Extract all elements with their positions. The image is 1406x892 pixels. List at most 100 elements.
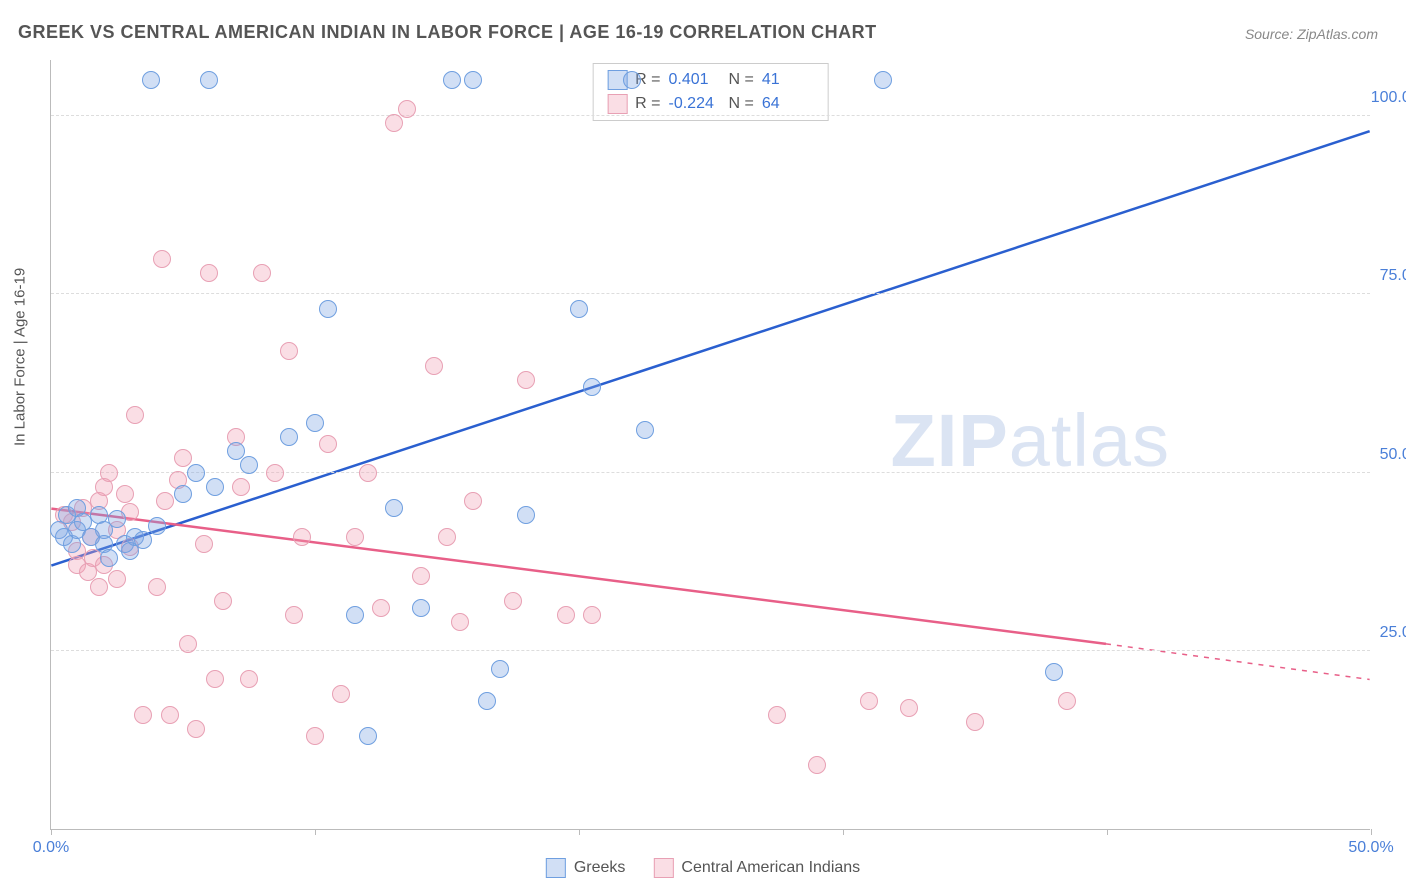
scatter-point (179, 635, 197, 653)
scatter-point (195, 535, 213, 553)
gridline (51, 293, 1370, 294)
scatter-point (332, 685, 350, 703)
stat-r-value: -0.224 (669, 92, 721, 116)
scatter-point (966, 713, 984, 731)
scatter-point (100, 464, 118, 482)
scatter-point (451, 613, 469, 631)
stat-r-label: R = (635, 92, 660, 116)
y-axis-title: In Labor Force | Age 16-19 (12, 268, 29, 446)
scatter-point (636, 421, 654, 439)
scatter-point (1045, 663, 1063, 681)
scatter-point (126, 406, 144, 424)
trend-lines (51, 60, 1370, 829)
legend-swatch (653, 858, 673, 878)
gridline (51, 115, 1370, 116)
scatter-point (860, 692, 878, 710)
scatter-point (134, 706, 152, 724)
x-tick-label: 50.0% (1348, 839, 1393, 857)
trend-line (51, 509, 1106, 644)
scatter-point (372, 599, 390, 617)
scatter-point (359, 464, 377, 482)
scatter-point (253, 264, 271, 282)
x-tick-label: 0.0% (33, 839, 69, 857)
legend-item: Central American Indians (653, 858, 860, 878)
scatter-point (116, 485, 134, 503)
stat-n-value: 41 (762, 68, 814, 92)
scatter-point (280, 428, 298, 446)
scatter-point (142, 71, 160, 89)
legend-swatch (546, 858, 566, 878)
stat-n-label: N = (729, 68, 754, 92)
scatter-point (148, 517, 166, 535)
scatter-point (240, 456, 258, 474)
scatter-point (623, 71, 641, 89)
scatter-point (108, 570, 126, 588)
legend-label: Greeks (574, 859, 626, 877)
scatter-point (412, 599, 430, 617)
scatter-point (90, 578, 108, 596)
scatter-point (346, 606, 364, 624)
scatter-point (153, 250, 171, 268)
scatter-point (148, 578, 166, 596)
y-tick-label: 25.0% (1380, 624, 1406, 642)
scatter-point (156, 492, 174, 510)
scatter-point (227, 442, 245, 460)
scatter-point (285, 606, 303, 624)
scatter-point (306, 727, 324, 745)
scatter-point (214, 592, 232, 610)
legend-swatch (607, 94, 627, 114)
stat-n-value: 64 (762, 92, 814, 116)
scatter-point (240, 670, 258, 688)
x-tick (579, 829, 580, 835)
scatter-point (874, 71, 892, 89)
legend-item: Greeks (546, 858, 626, 878)
x-tick (51, 829, 52, 835)
scatter-point (306, 414, 324, 432)
scatter-point (478, 692, 496, 710)
scatter-point (438, 528, 456, 546)
scatter-point (232, 478, 250, 496)
plot-area: ZIPatlas R =0.401N =41R =-0.224N =64 25.… (50, 60, 1370, 830)
scatter-point (200, 71, 218, 89)
scatter-point (206, 670, 224, 688)
scatter-point (108, 510, 126, 528)
correlation-chart: GREEK VS CENTRAL AMERICAN INDIAN IN LABO… (0, 0, 1406, 892)
scatter-point (280, 342, 298, 360)
scatter-point (385, 499, 403, 517)
scatter-point (583, 606, 601, 624)
stats-row: R = -0.224 N = 64 (607, 92, 814, 116)
y-tick-label: 75.0% (1380, 267, 1406, 285)
scatter-point (583, 378, 601, 396)
scatter-point (187, 464, 205, 482)
gridline (51, 650, 1370, 651)
scatter-point (319, 300, 337, 318)
trend-line (51, 131, 1369, 565)
scatter-point (346, 528, 364, 546)
scatter-point (359, 727, 377, 745)
scatter-point (412, 567, 430, 585)
scatter-point (504, 592, 522, 610)
scatter-point (768, 706, 786, 724)
y-tick-label: 50.0% (1380, 446, 1406, 464)
scatter-point (1058, 692, 1076, 710)
scatter-point (206, 478, 224, 496)
stat-n-label: N = (729, 92, 754, 116)
source-label: Source: ZipAtlas.com (1245, 26, 1378, 42)
scatter-point (900, 699, 918, 717)
scatter-point (398, 100, 416, 118)
scatter-point (570, 300, 588, 318)
scatter-point (464, 492, 482, 510)
scatter-point (464, 71, 482, 89)
legend-label: Central American Indians (681, 859, 860, 877)
scatter-point (100, 549, 118, 567)
scatter-point (200, 264, 218, 282)
scatter-point (808, 756, 826, 774)
scatter-point (174, 449, 192, 467)
scatter-point (517, 506, 535, 524)
scatter-point (517, 371, 535, 389)
bottom-legend: Greeks Central American Indians (546, 858, 860, 878)
scatter-point (319, 435, 337, 453)
x-tick (1107, 829, 1108, 835)
scatter-point (557, 606, 575, 624)
scatter-point (443, 71, 461, 89)
